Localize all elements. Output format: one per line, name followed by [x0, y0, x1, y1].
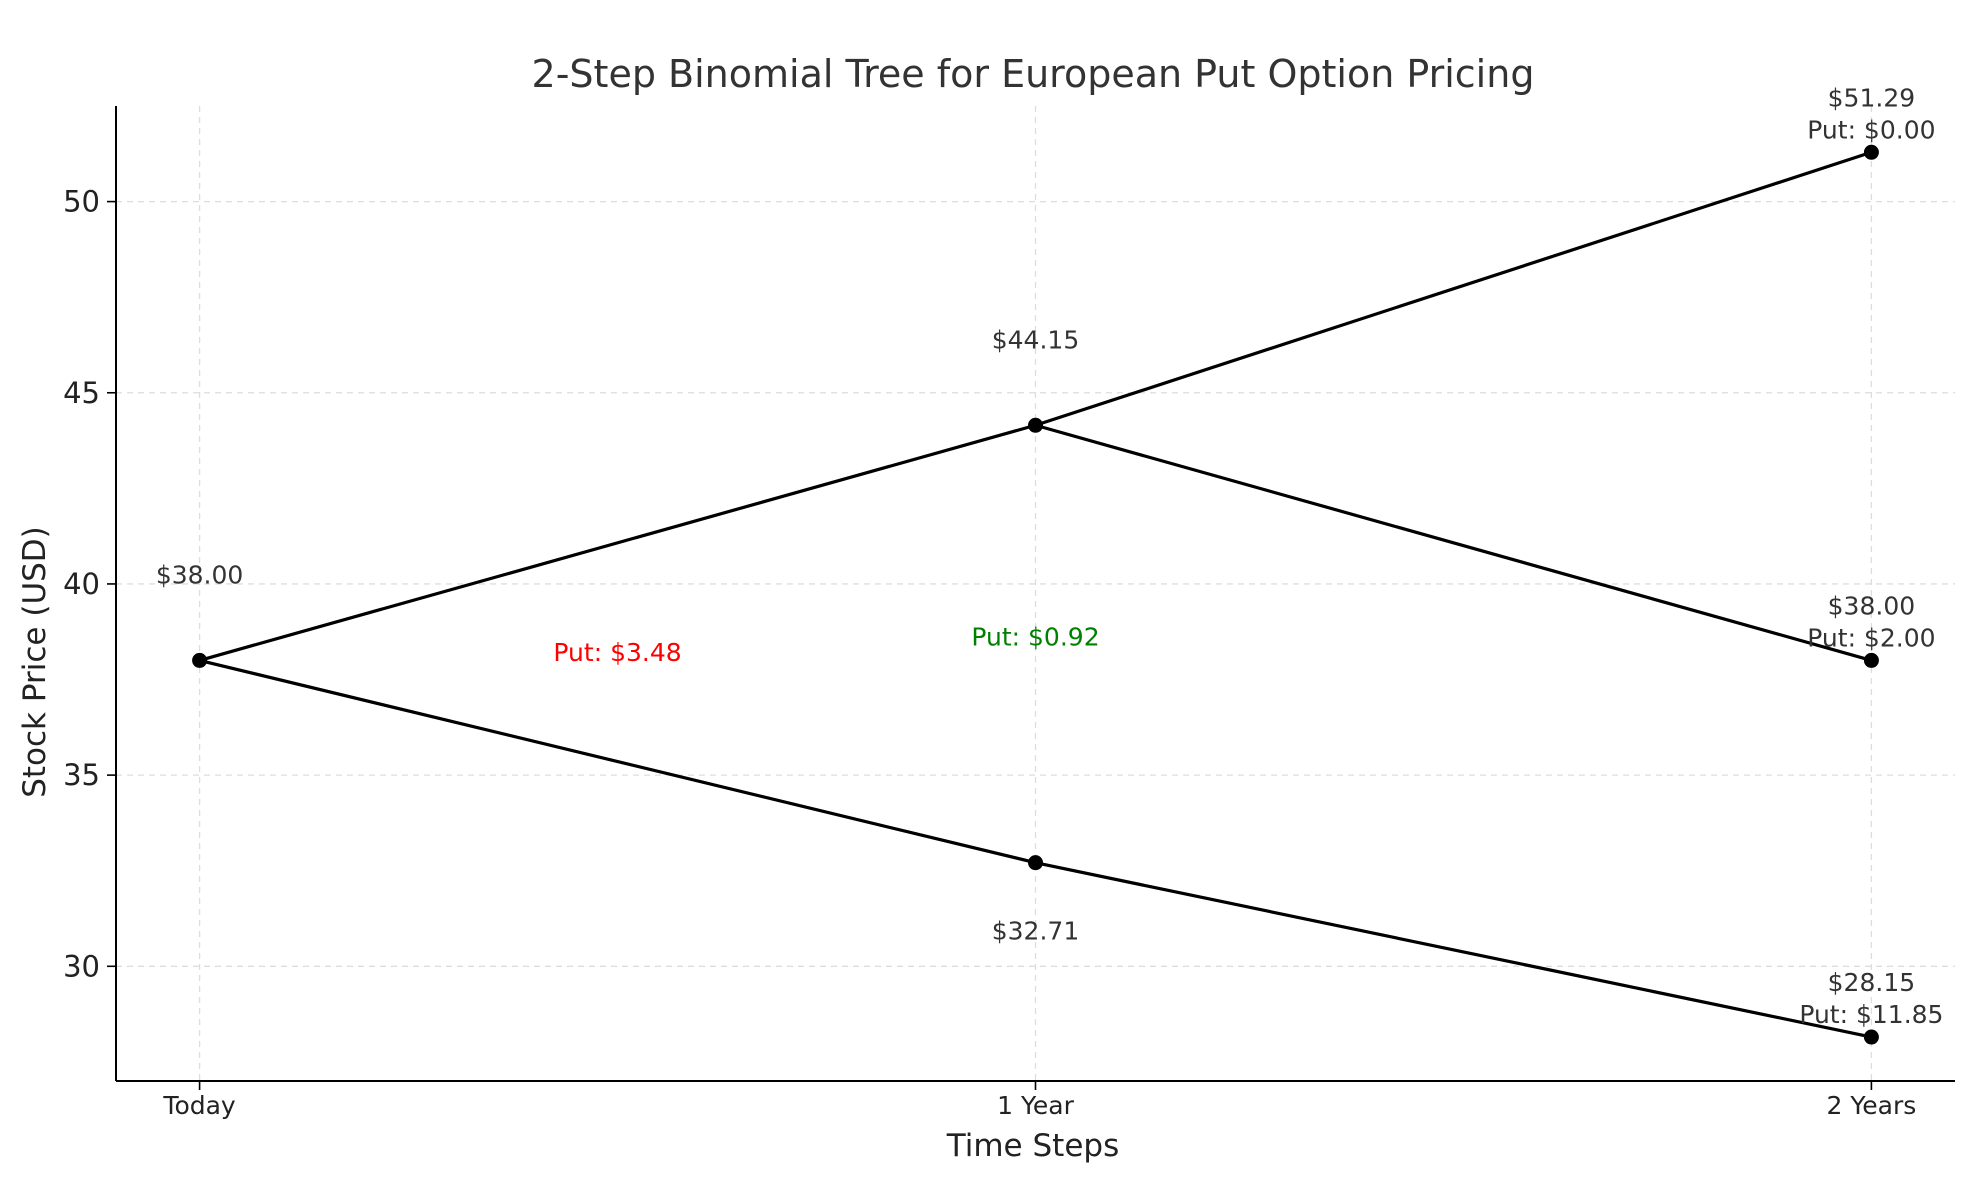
y-tick-label: 50 — [63, 185, 100, 219]
y-tick-label: 35 — [63, 758, 100, 792]
y-axis-label: Stock Price (USD) — [17, 526, 53, 798]
nodes-layer — [192, 144, 1879, 1045]
node-price-label: $38.00 — [1828, 591, 1915, 620]
chart-title: 2-Step Binomial Tree for European Put Op… — [532, 52, 1535, 96]
y-tick-label: 40 — [63, 567, 100, 601]
y-tick-label: 45 — [63, 376, 100, 410]
x-tick-label: Today — [162, 1091, 236, 1120]
tree-node — [1863, 652, 1879, 668]
axes-layer: 30 35 40 45 50 Today 1 Year 2 Years — [63, 106, 1955, 1120]
node-price-label: $51.29 — [1828, 83, 1915, 112]
tree-edge — [197, 658, 1038, 865]
tree-edge — [1033, 423, 1874, 663]
x-axis-label: Time Steps — [946, 1128, 1119, 1164]
put-value-annotation: Put: $3.48 — [553, 638, 681, 667]
edges-layer — [197, 150, 1874, 1039]
tree-node — [1028, 855, 1043, 871]
node-put-label: Put: $0.00 — [1807, 115, 1935, 144]
labels-layer: $38.00 $44.15 $32.71 $51.29 Put: $0.00 $38.00… — [156, 83, 1944, 1029]
node-price-label: $32.71 — [992, 917, 1079, 946]
tree-node — [1028, 417, 1043, 433]
grid-layer — [116, 106, 1955, 1081]
tree-node — [192, 652, 208, 668]
tree-edge — [1033, 150, 1874, 427]
node-put-label: Put: $2.00 — [1807, 623, 1935, 652]
tree-node — [1863, 1029, 1879, 1045]
put-value-annotation: Put: $0.92 — [971, 622, 1099, 651]
x-tick-label: 2 Years — [1827, 1091, 1917, 1120]
tree-edge — [197, 423, 1038, 663]
node-put-label: Put: $11.85 — [1799, 1000, 1943, 1029]
tree-edge — [1033, 861, 1874, 1039]
node-price-label: $38.00 — [156, 560, 243, 589]
node-price-label: $44.15 — [992, 325, 1079, 354]
node-price-label: $28.15 — [1828, 968, 1915, 997]
tree-node — [1863, 144, 1879, 160]
x-tick-label: 1 Year — [997, 1091, 1075, 1120]
y-tick-label: 30 — [63, 949, 100, 983]
